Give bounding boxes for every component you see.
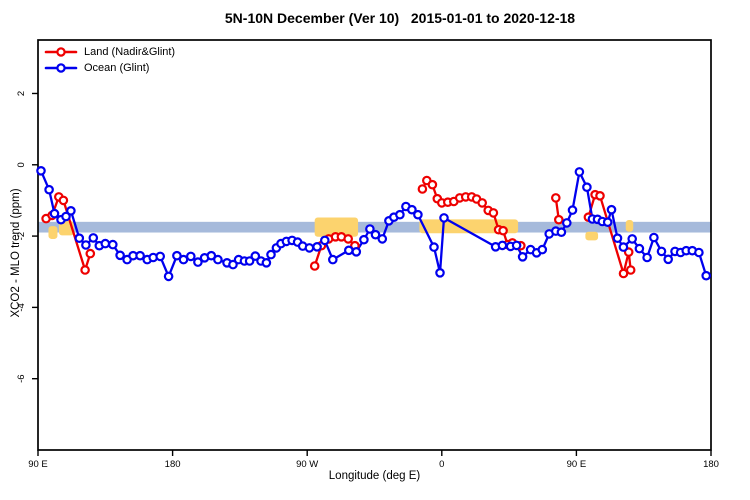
land-marker-icon bbox=[44, 47, 78, 57]
svg-text:0: 0 bbox=[439, 459, 444, 470]
svg-text:-6: -6 bbox=[16, 374, 27, 382]
y-axis-label: XCO2 - MLO trend (ppm) bbox=[10, 188, 22, 318]
reference-band bbox=[38, 221, 711, 233]
chart-title: 5N-10N December (Ver 10) 2015-01-01 to 2… bbox=[224, 10, 576, 26]
svg-text:90 E: 90 E bbox=[567, 459, 587, 470]
svg-text:90 W: 90 W bbox=[296, 459, 318, 470]
svg-text:180: 180 bbox=[165, 459, 181, 470]
svg-text:90 E: 90 E bbox=[28, 459, 48, 470]
land-series-markers bbox=[41, 175, 636, 279]
svg-text:2: 2 bbox=[16, 91, 27, 96]
axes: 90 E 180 90 W 0 90 E 180 2 0 -2 -4 -6 bbox=[16, 39, 719, 470]
svg-text:-4: -4 bbox=[16, 303, 27, 311]
svg-text:-2: -2 bbox=[16, 232, 27, 240]
svg-text:0: 0 bbox=[16, 162, 27, 167]
legend-item-ocean: Ocean (Glint) bbox=[44, 60, 175, 76]
legend-label-ocean: Ocean (Glint) bbox=[84, 62, 150, 74]
x-axis-label: Longitude (deg E) bbox=[328, 470, 421, 482]
ocean-marker-icon bbox=[44, 63, 78, 73]
legend-label-land: Land (Nadir&Glint) bbox=[84, 46, 176, 58]
legend: Land (Nadir&Glint) Ocean (Glint) bbox=[44, 44, 175, 76]
ocean-series-markers bbox=[36, 166, 712, 282]
svg-text:180: 180 bbox=[703, 459, 719, 470]
legend-item-land: Land (Nadir&Glint) bbox=[44, 44, 175, 60]
